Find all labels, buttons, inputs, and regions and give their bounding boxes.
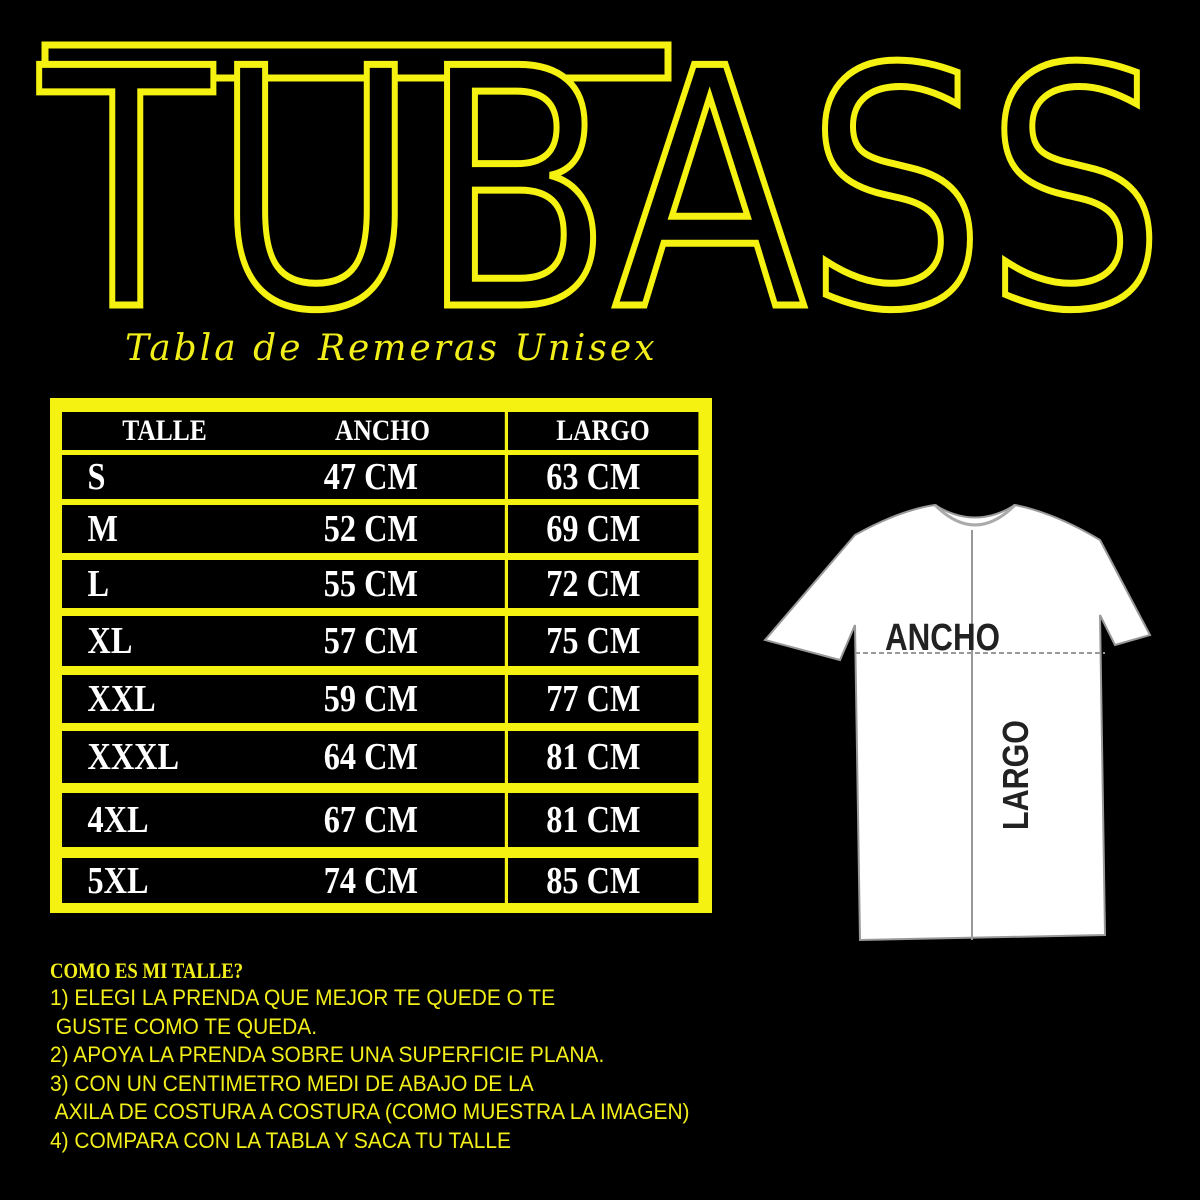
logo-text: TUBASS [36,0,1165,330]
measure-cell: 72 CM [508,560,698,608]
instruction-line: 1) ELEGI LA PRENDA QUE MEJOR TE QUEDE O … [50,985,556,1010]
size-cell: 4XL [62,793,267,847]
chart-subtitle: Tabla de Remeras Unisex [125,328,658,369]
instructions: COMO ES MI TALLE? 1) ELEGI LA PRENDA QUE… [50,958,738,1155]
size-cell: XXXL [62,731,267,783]
measure-cell: 64 CM [260,731,505,783]
size-cell: XL [62,616,267,666]
size-table: TALLE ANCHO LARGO S 47 CM 63 CM M 52 CM 69 CM L 55… [50,398,712,913]
instruction-line: 3) CON UN CENTIMETRO MEDI DE ABAJO DE LA [50,1070,534,1096]
ancho-label: ANCHO [885,617,1000,659]
measure-cell: 55 CM [260,560,505,608]
tubass-logo: TUBASS [32,0,1168,330]
instruction-line: 4) COMPARA CON LA TABLA Y SACA TU TALLE [50,1127,511,1153]
measure-cell: 75 CM [508,616,698,666]
measure-cell: 69 CM [508,505,698,553]
measure-cell: 57 CM [260,616,505,666]
instruction-line: 2) APOYA LA PRENDA SOBRE UNA SUPERFICIE … [50,1042,605,1067]
tshirt-icon [763,503,1152,942]
size-cell: M [62,505,267,553]
measure-cell: 52 CM [260,505,505,553]
largo-label: LARGO [995,720,1036,830]
measure-cell: 85 CM [508,858,698,903]
column-header: LARGO [508,412,698,450]
measure-cell: 81 CM [508,731,698,783]
measure-cell: 74 CM [260,858,505,903]
size-cell: 5XL [62,858,267,903]
column-header: ANCHO [260,412,505,450]
measure-cell: 77 CM [508,675,698,723]
measure-cell: 63 CM [508,455,698,499]
size-cell: S [62,455,267,499]
instructions-title: COMO ES MI TALLE? [50,958,244,983]
tshirt-diagram: ANCHO LARGO [763,503,1152,942]
column-header: TALLE [62,412,267,450]
measure-cell: 47 CM [260,455,505,499]
measure-cell: 67 CM [260,793,505,847]
measure-cell: 81 CM [508,793,698,847]
instruction-line: AXILA DE COSTURA A COSTURA (COMO MUESTRA… [50,1099,690,1124]
size-cell: L [62,560,267,608]
measure-cell: 59 CM [260,675,505,723]
instruction-line: GUSTE COMO TE QUEDA. [50,1013,318,1039]
size-cell: XXL [62,675,267,723]
